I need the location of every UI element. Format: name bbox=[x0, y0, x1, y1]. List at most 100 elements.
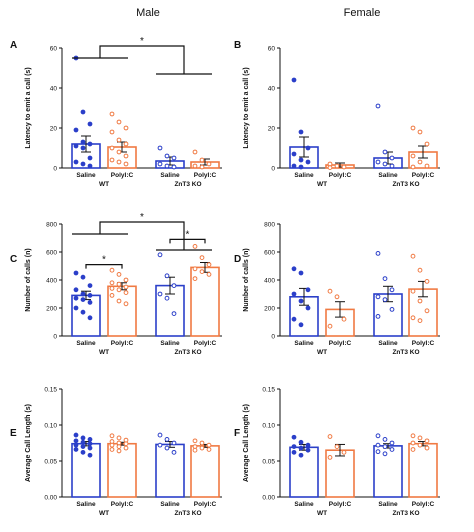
data-point bbox=[199, 269, 205, 275]
x-tick-label: PolyI:C bbox=[194, 172, 217, 179]
group-label: ZnT3 KO bbox=[392, 510, 419, 517]
data-point bbox=[87, 163, 93, 169]
x-tick-label: Saline bbox=[160, 340, 180, 347]
significance-bracket bbox=[72, 221, 212, 251]
data-point bbox=[199, 157, 205, 163]
data-point bbox=[298, 445, 304, 451]
data-point bbox=[87, 300, 93, 305]
data-point bbox=[123, 161, 129, 167]
data-point bbox=[410, 440, 416, 446]
data-point bbox=[298, 452, 304, 458]
data-point bbox=[164, 445, 170, 451]
data-point bbox=[375, 433, 381, 439]
data-point bbox=[410, 433, 416, 439]
bar bbox=[71, 294, 101, 337]
x-tick-label: Saline bbox=[160, 172, 180, 179]
y-tick-label: 800 bbox=[264, 222, 275, 229]
data-point bbox=[109, 157, 115, 163]
data-point bbox=[417, 442, 423, 448]
data-point bbox=[199, 445, 205, 451]
data-point bbox=[291, 444, 297, 450]
data-point bbox=[123, 277, 129, 283]
data-point bbox=[109, 447, 115, 452]
data-point bbox=[80, 161, 86, 167]
y-tick-label: 0.15 bbox=[262, 387, 275, 394]
data-point bbox=[80, 435, 86, 441]
x-tick-label: PolyI:C bbox=[412, 340, 435, 347]
y-tick-label: 600 bbox=[264, 250, 275, 257]
data-point bbox=[123, 301, 129, 307]
data-point bbox=[375, 103, 381, 109]
data-point bbox=[327, 323, 333, 329]
data-point bbox=[382, 161, 388, 167]
data-point bbox=[410, 447, 416, 452]
x-tick-label: PolyI:C bbox=[329, 340, 352, 347]
data-point bbox=[116, 119, 122, 125]
data-point bbox=[171, 155, 177, 161]
data-point bbox=[424, 163, 430, 169]
male-column-title: Male bbox=[136, 7, 160, 19]
y-axis-label: Latency to emit a call (s) bbox=[243, 67, 250, 148]
data-point bbox=[206, 262, 212, 268]
data-point bbox=[410, 164, 416, 170]
group-label: ZnT3 KO bbox=[392, 349, 419, 356]
data-point bbox=[73, 287, 79, 293]
data-point bbox=[375, 294, 381, 300]
data-point bbox=[109, 442, 115, 448]
data-point bbox=[157, 432, 163, 438]
data-point bbox=[73, 447, 79, 452]
data-point bbox=[410, 315, 416, 321]
x-tick-label: PolyI:C bbox=[329, 172, 352, 179]
data-point bbox=[389, 163, 395, 169]
data-point bbox=[123, 153, 129, 159]
data-point bbox=[123, 441, 129, 447]
data-point bbox=[206, 161, 212, 167]
y-tick-label: 600 bbox=[46, 250, 57, 257]
group-label: WT bbox=[99, 510, 109, 517]
x-tick-label: Saline bbox=[76, 172, 96, 179]
data-point bbox=[206, 447, 212, 452]
data-point bbox=[164, 295, 170, 301]
data-point bbox=[123, 284, 129, 290]
data-point bbox=[389, 155, 395, 161]
data-point bbox=[80, 291, 86, 297]
y-tick-label: 20 bbox=[268, 126, 276, 133]
data-point bbox=[116, 448, 122, 454]
x-tick-label: PolyI:C bbox=[194, 501, 217, 508]
data-point bbox=[116, 444, 122, 450]
data-point bbox=[87, 293, 93, 298]
data-point bbox=[87, 452, 93, 458]
y-tick-label: 0.10 bbox=[262, 423, 275, 430]
x-tick-label: Saline bbox=[160, 501, 180, 508]
x-tick-label: PolyI:C bbox=[111, 172, 134, 179]
y-tick-label: 0 bbox=[53, 334, 57, 341]
panel-a: A Latency to emit a call (s) 0 20 40 60 Saline… bbox=[10, 36, 222, 188]
data-point bbox=[123, 290, 129, 296]
data-point bbox=[116, 281, 122, 287]
y-tick-label: 0 bbox=[53, 166, 57, 173]
data-point bbox=[87, 155, 93, 161]
x-tick-label: Saline bbox=[378, 340, 398, 347]
data-point bbox=[80, 439, 86, 445]
data-point bbox=[109, 286, 115, 291]
panel-letter: F bbox=[234, 428, 240, 439]
data-point bbox=[109, 293, 115, 298]
data-point bbox=[382, 276, 388, 282]
panel-letter: D bbox=[234, 254, 241, 265]
x-tick-label: Saline bbox=[294, 340, 314, 347]
y-tick-label: 400 bbox=[264, 278, 275, 285]
data-point bbox=[298, 298, 304, 304]
data-point bbox=[389, 287, 395, 293]
data-point bbox=[291, 291, 297, 297]
data-point bbox=[327, 434, 333, 439]
x-tick-label: PolyI:C bbox=[111, 501, 134, 508]
data-point bbox=[87, 283, 93, 289]
data-point bbox=[424, 279, 430, 284]
significance-bracket bbox=[85, 264, 123, 269]
y-axis-label: Number of calls (n) bbox=[243, 248, 250, 311]
data-point bbox=[171, 283, 177, 289]
panel-letter: E bbox=[10, 428, 17, 439]
data-point bbox=[424, 141, 430, 147]
data-point bbox=[305, 442, 311, 448]
data-point bbox=[199, 164, 205, 170]
